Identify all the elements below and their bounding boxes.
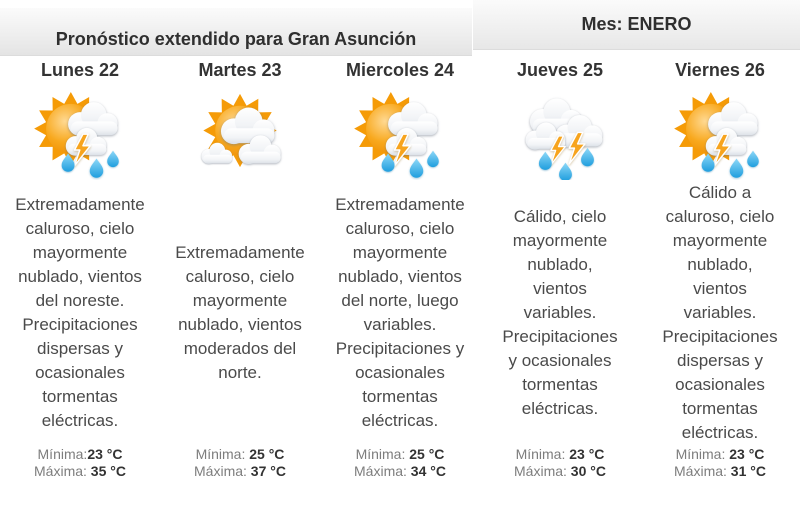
forecast-text: Cálido a caluroso, cielo mayormente nubl… [662,183,778,442]
day-column-lunes-22: Lunes 22 Extremadamente caluroso, cielo … [0,56,160,506]
max-temperature: Máxima: 37 °C [194,463,286,479]
max-temperature: Máxima: 34 °C [354,463,446,479]
day-label: Viernes 26 [675,60,765,80]
page-title: Pronóstico extendido para Gran Asunción [55,29,417,49]
day-temperatures: Mínima: 23 °C Máxima: 30 °C [480,440,640,506]
header: Pronóstico extendido para Gran Asunción … [0,0,800,56]
sun-cloud-lightning-rain-icon [0,86,160,186]
min-temperature: Mínima: 25 °C [355,446,445,462]
header-title-band: Pronóstico extendido para Gran Asunción [0,8,472,56]
max-temperature: Máxima: 31 °C [674,463,766,479]
forecast-text: Cálido, cielo mayormente nublado, viento… [502,207,618,418]
clouds-lightning-rain-icon [480,86,640,186]
day-temperatures: Mínima: 25 °C Máxima: 34 °C [320,440,480,506]
forecast-text: Extremadamente caluroso, cielo mayorment… [175,243,305,382]
sun-clouds-icon [160,86,320,186]
min-temperature: Mínima:23 °C [37,446,123,462]
sun-cloud-lightning-rain-icon [320,86,480,186]
month-label: Mes: ENERO [581,14,692,34]
day-column-viernes-26: Viernes 26 Cálido a caluroso, cielo mayo… [640,56,800,506]
max-temperature: Máxima: 35 °C [34,463,126,479]
min-temperature: Mínima: 23 °C [515,446,605,462]
max-temperature: Máxima: 30 °C [514,463,606,479]
day-label: Martes 23 [198,60,282,80]
header-month-band: Mes: ENERO [473,0,800,50]
forecast-text: Extremadamente caluroso, cielo mayorment… [335,195,465,430]
sun-cloud-lightning-rain-icon [640,86,800,186]
day-label: Lunes 22 [40,60,120,80]
day-column-miercoles-24: Miercoles 24 Extremadamente caluroso, ci… [320,56,480,506]
forecast-text: Extremadamente caluroso, cielo mayorment… [15,195,145,430]
day-temperatures: Mínima: 25 °C Máxima: 37 °C [160,440,320,506]
day-label: Jueves 25 [516,60,604,80]
day-column-martes-23: Martes 23 Extremadamente caluroso, cielo… [160,56,320,506]
day-temperatures: Mínima: 23 °C Máxima: 31 °C [640,440,800,506]
day-temperatures: Mínima:23 °C Máxima: 35 °C [0,440,160,506]
min-temperature: Mínima: 25 °C [195,446,285,462]
forecast-columns: Lunes 22 Extremadamente caluroso, cielo … [0,56,800,506]
day-label: Miercoles 24 [345,60,455,80]
min-temperature: Mínima: 23 °C [675,446,765,462]
day-column-jueves-25: Jueves 25 Cálido, cielo mayormente nubla… [480,56,640,506]
